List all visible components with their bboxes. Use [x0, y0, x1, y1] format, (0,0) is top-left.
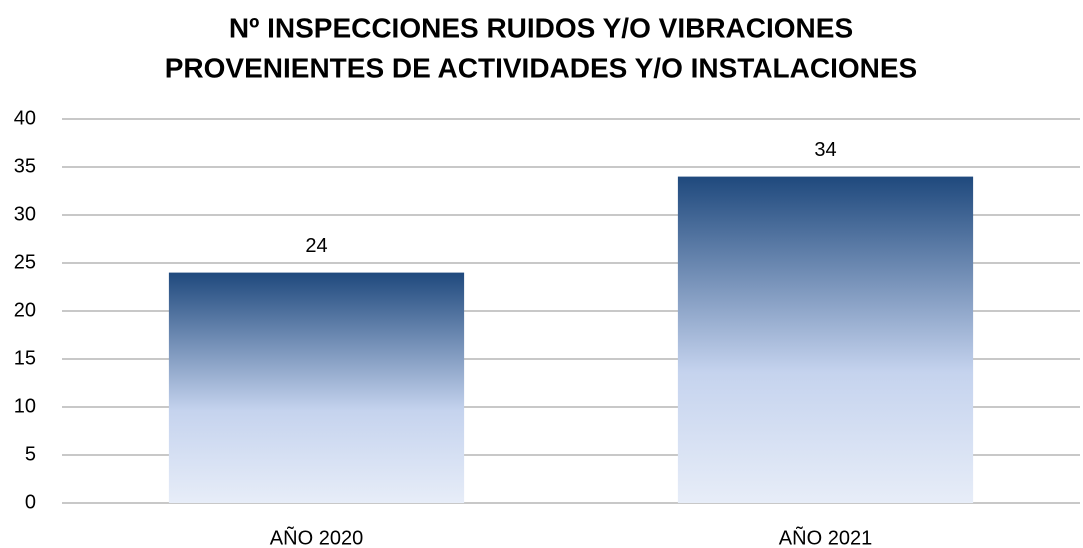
- bar: [168, 272, 465, 503]
- value-label: 24: [305, 235, 327, 257]
- value-label: 34: [814, 139, 836, 161]
- x-tick-label: AÑO 2021: [779, 525, 872, 548]
- y-tick-label: 5: [25, 443, 36, 465]
- y-tick-label: 30: [14, 203, 36, 225]
- y-tick-label: 25: [14, 251, 36, 273]
- y-tick-label: 15: [14, 347, 36, 369]
- chart-title: PROVENIENTES DE ACTIVIDADES Y/O INSTALAC…: [165, 52, 917, 83]
- x-tick-label: AÑO 2020: [270, 525, 363, 548]
- chart-title: Nº INSPECCIONES RUIDOS Y/O VIBRACIONES: [229, 12, 853, 43]
- y-tick-label: 0: [25, 491, 36, 513]
- y-tick-label: 40: [14, 107, 36, 129]
- y-tick-label: 20: [14, 299, 36, 321]
- bar: [677, 176, 974, 503]
- y-tick-label: 10: [14, 395, 36, 417]
- y-tick-label: 35: [14, 155, 36, 177]
